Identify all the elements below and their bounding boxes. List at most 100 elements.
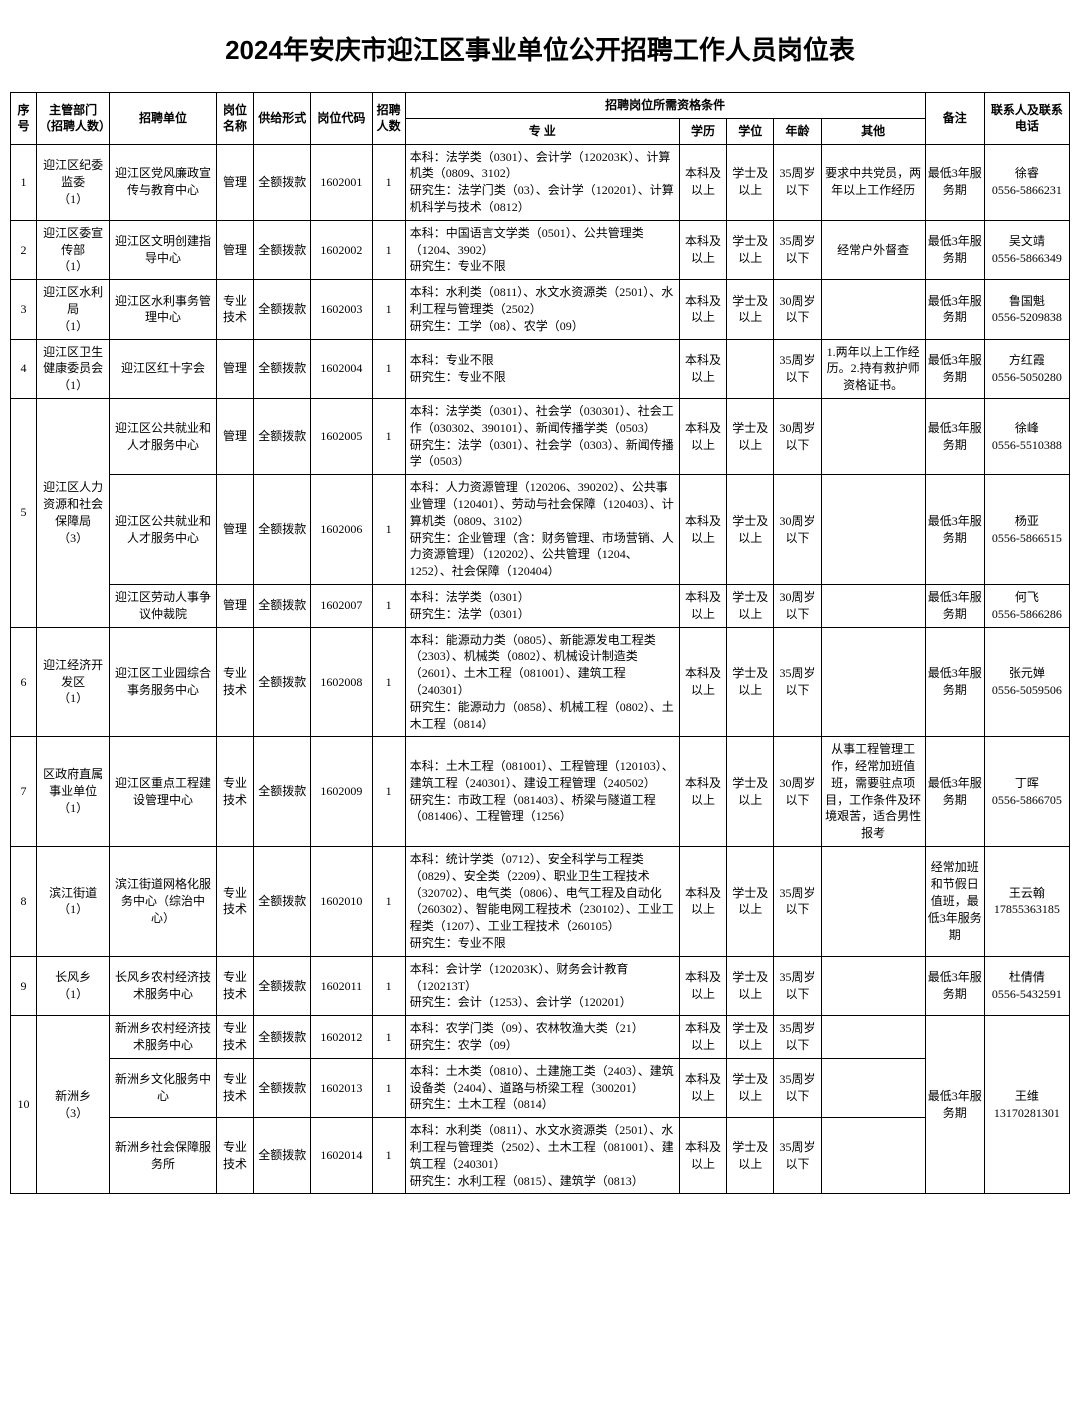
cell: 王维13170281301 [984, 1016, 1069, 1194]
cell: 1 [372, 956, 405, 1015]
cell: 学士及以上 [727, 1118, 774, 1194]
cell: 1 [372, 144, 405, 220]
cell: 专业技术 [216, 1016, 254, 1059]
cell: 全额拨款 [254, 627, 311, 737]
cell: 方红霞0556-5050280 [984, 339, 1069, 398]
cell: 学士及以上 [727, 280, 774, 339]
cell: 1 [372, 339, 405, 398]
cell: 本科：法学类（0301）、社会学（030301）、社会工作（030302、390… [405, 398, 679, 474]
table-row: 迎江区劳动人事争议仲裁院管理全额拨款16020071本科：法学类（0301）研究… [11, 584, 1070, 627]
cell: 1602005 [311, 398, 372, 474]
cell: 滨江街道网格化服务中心（综治中心） [110, 847, 216, 957]
cell: 1602012 [311, 1016, 372, 1059]
table-row: 4迎江区卫生健康委员会（1）迎江区红十字会管理全额拨款16020041本科：专业… [11, 339, 1070, 398]
cell: 迎江区工业园综合事务服务中心 [110, 627, 216, 737]
cell: 本科：能源动力类（0805）、新能源发电工程类（2303）、机械类（0802）、… [405, 627, 679, 737]
cell: 30周岁以下 [774, 280, 821, 339]
cell: 迎江区水利事务管理中心 [110, 280, 216, 339]
table-header: 序号 主管部门（招聘人数） 招聘单位 岗位名称 供给形式 岗位代码 招聘人数 招… [11, 93, 1070, 145]
cell: 1 [372, 737, 405, 847]
cell: 35周岁以下 [774, 1016, 821, 1059]
cell: 迎江区党风廉政宣传与教育中心 [110, 144, 216, 220]
cell [821, 584, 925, 627]
cell: 吴文靖0556-5866349 [984, 220, 1069, 279]
cell: 1602008 [311, 627, 372, 737]
cell: 1 [372, 1118, 405, 1194]
th-fund: 供给形式 [254, 93, 311, 145]
cell: 1602011 [311, 956, 372, 1015]
cell: 迎江区卫生健康委员会（1） [37, 339, 110, 398]
cell: 35周岁以下 [774, 956, 821, 1015]
cell: 本科及以上 [679, 956, 726, 1015]
cell: 全额拨款 [254, 280, 311, 339]
cell: 35周岁以下 [774, 627, 821, 737]
cell: 专业技术 [216, 627, 254, 737]
cell: 本科及以上 [679, 280, 726, 339]
cell: 迎江经济开发区（1） [37, 627, 110, 737]
cell: 最低3年服务期 [925, 475, 984, 585]
cell: 本科及以上 [679, 339, 726, 398]
cell: 从事工程管理工作，经常加班值班，需要驻点项目，工作条件及环境艰苦，适合男性报考 [821, 737, 925, 847]
cell: 本科：法学类（0301）研究生：法学（0301） [405, 584, 679, 627]
th-other: 其他 [821, 118, 925, 144]
cell: 区政府直属事业单位（1） [37, 737, 110, 847]
th-dept: 主管部门（招聘人数） [37, 93, 110, 145]
cell: 鲁国魁0556-5209838 [984, 280, 1069, 339]
cell: 最低3年服务期 [925, 280, 984, 339]
cell: 最低3年服务期 [925, 339, 984, 398]
cell: 最低3年服务期 [925, 627, 984, 737]
cell: 35周岁以下 [774, 220, 821, 279]
cell: 学士及以上 [727, 847, 774, 957]
cell: 杜倩倩0556-5432591 [984, 956, 1069, 1015]
cell: 本科及以上 [679, 1058, 726, 1117]
cell: 专业技术 [216, 847, 254, 957]
th-seq: 序号 [11, 93, 37, 145]
cell: 学士及以上 [727, 627, 774, 737]
cell: 本科：中国语言文学类（0501）、公共管理类（1204、3902）研究生：专业不… [405, 220, 679, 279]
cell: 1602009 [311, 737, 372, 847]
cell: 1 [372, 220, 405, 279]
table-row: 新洲乡社会保障服务所专业技术全额拨款16020141本科：水利类（0811）、水… [11, 1118, 1070, 1194]
cell: 本科及以上 [679, 584, 726, 627]
cell: 杨亚0556-5866515 [984, 475, 1069, 585]
page-title: 2024年安庆市迎江区事业单位公开招聘工作人员岗位表 [10, 30, 1070, 67]
cell: 丁晖0556-5866705 [984, 737, 1069, 847]
th-contact: 联系人及联系电话 [984, 93, 1069, 145]
th-num: 招聘人数 [372, 93, 405, 145]
cell: 学士及以上 [727, 956, 774, 1015]
table-row: 迎江区公共就业和人才服务中心管理全额拨款16020061本科：人力资源管理（12… [11, 475, 1070, 585]
cell: 7 [11, 737, 37, 847]
th-major: 专 业 [405, 118, 679, 144]
cell: 本科及以上 [679, 475, 726, 585]
cell: 35周岁以下 [774, 1058, 821, 1117]
cell: 管理 [216, 144, 254, 220]
cell: 新洲乡文化服务中心 [110, 1058, 216, 1117]
cell: 滨江街道（1） [37, 847, 110, 957]
cell: 全额拨款 [254, 847, 311, 957]
cell: 30周岁以下 [774, 475, 821, 585]
table-row: 10新洲乡（3）新洲乡农村经济技术服务中心专业技术全额拨款16020121本科：… [11, 1016, 1070, 1059]
cell: 学士及以上 [727, 144, 774, 220]
cell: 全额拨款 [254, 737, 311, 847]
cell: 10 [11, 1016, 37, 1194]
cell: 管理 [216, 339, 254, 398]
th-age: 年龄 [774, 118, 821, 144]
cell: 30周岁以下 [774, 584, 821, 627]
cell: 本科：法学类（0301）、会计学（120203K）、计算机类（0809、3102… [405, 144, 679, 220]
cell: 本科及以上 [679, 1016, 726, 1059]
th-code: 岗位代码 [311, 93, 372, 145]
cell: 最低3年服务期 [925, 398, 984, 474]
cell: 35周岁以下 [774, 144, 821, 220]
cell: 新洲乡（3） [37, 1016, 110, 1194]
cell [821, 280, 925, 339]
cell [821, 1016, 925, 1059]
cell: 1 [11, 144, 37, 220]
cell: 何飞0556-5866286 [984, 584, 1069, 627]
cell: 本科：会计学（120203K）、财务会计教育（120213T）研究生：会计（12… [405, 956, 679, 1015]
cell: 迎江区公共就业和人才服务中心 [110, 398, 216, 474]
cell: 本科及以上 [679, 398, 726, 474]
cell: 新洲乡社会保障服务所 [110, 1118, 216, 1194]
table-body: 1迎江区纪委监委（1）迎江区党风廉政宣传与教育中心管理全额拨款16020011本… [11, 144, 1070, 1194]
cell: 本科及以上 [679, 627, 726, 737]
cell: 1 [372, 475, 405, 585]
